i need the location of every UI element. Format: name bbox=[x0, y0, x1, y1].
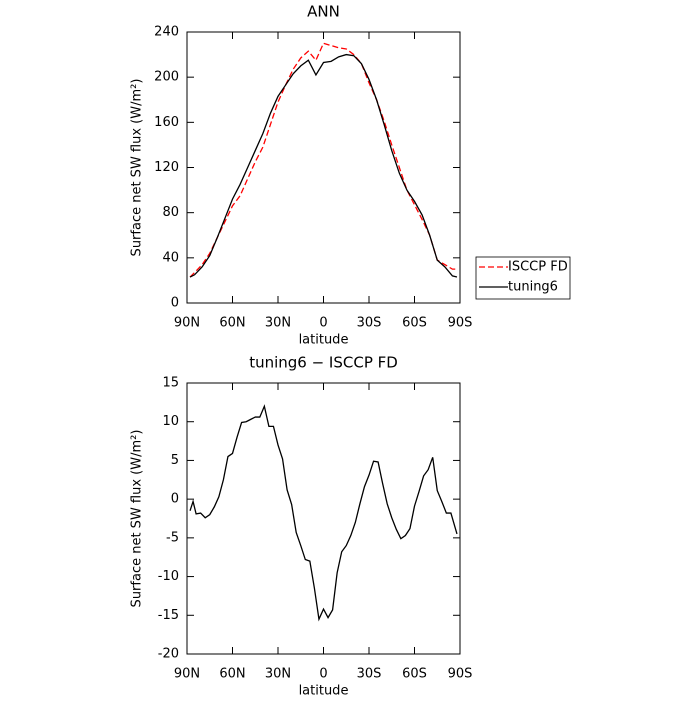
y-tick-label: 5 bbox=[171, 453, 179, 468]
x-tick-label: 60S bbox=[402, 667, 427, 682]
x-tick-label: 90N bbox=[174, 316, 200, 331]
x-axis-label: latitude bbox=[299, 333, 349, 348]
y-tick-label: -15 bbox=[158, 608, 179, 623]
x-tick-label: 60N bbox=[219, 316, 245, 331]
y-tick-label: -10 bbox=[158, 569, 179, 584]
y-tick-label: 0 bbox=[171, 296, 179, 311]
x-tick-label: 0 bbox=[319, 667, 327, 682]
x-tick-label: 0 bbox=[319, 316, 327, 331]
legend-label: ISCCP FD bbox=[508, 260, 568, 275]
y-tick-label: 240 bbox=[154, 25, 179, 40]
y-tick-label: 10 bbox=[162, 414, 179, 429]
data-line bbox=[189, 53, 458, 278]
x-axis-label: latitude bbox=[299, 684, 349, 699]
y-tick-label: 120 bbox=[154, 160, 179, 175]
chart-title: ANN bbox=[307, 3, 340, 21]
data-line bbox=[189, 42, 457, 278]
x-tick-label: 60S bbox=[402, 316, 427, 331]
x-tick-label: 30N bbox=[265, 316, 291, 331]
legend-box bbox=[475, 256, 571, 300]
x-tick-label: 30S bbox=[357, 316, 382, 331]
y-tick-label: 40 bbox=[162, 250, 179, 265]
y-tick-label: -20 bbox=[158, 647, 179, 662]
y-tick-label: -5 bbox=[166, 530, 179, 545]
x-tick-label: 90N bbox=[174, 667, 200, 682]
x-tick-label: 60N bbox=[219, 667, 245, 682]
plot-frame bbox=[186, 31, 461, 304]
x-tick-label: 30S bbox=[357, 667, 382, 682]
y-tick-label: 160 bbox=[154, 115, 179, 130]
plot-frame bbox=[186, 382, 461, 655]
y-tick-label: 200 bbox=[154, 70, 179, 85]
x-tick-label: 90S bbox=[448, 667, 473, 682]
y-tick-label: 15 bbox=[162, 376, 179, 391]
x-tick-label: 30N bbox=[265, 667, 291, 682]
y-axis-label: Surface net SW flux (W/m²) bbox=[130, 430, 145, 608]
x-tick-label: 90S bbox=[448, 316, 473, 331]
y-axis-label: Surface net SW flux (W/m²) bbox=[130, 79, 145, 257]
data-line bbox=[189, 404, 458, 622]
chart-title: tuning6 − ISCCP FD bbox=[249, 354, 398, 372]
legend-label: tuning6 bbox=[508, 280, 558, 295]
y-tick-label: 0 bbox=[171, 492, 179, 507]
y-tick-label: 80 bbox=[162, 205, 179, 220]
